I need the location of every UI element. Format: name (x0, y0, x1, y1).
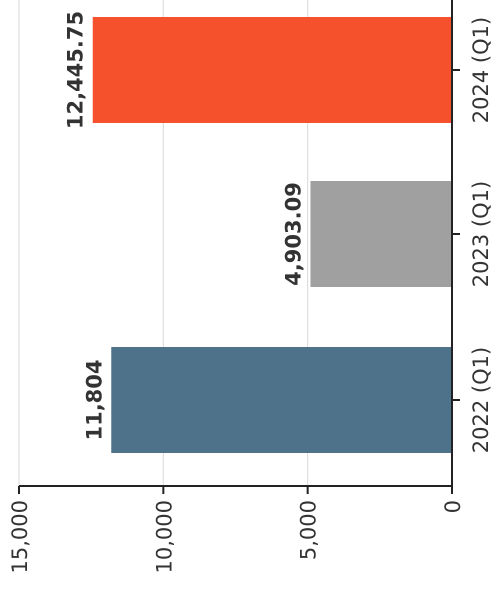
value-tick-label: 0 (441, 500, 465, 513)
value-axis-ticks: 0 5,000 10,000 15,000 (8, 486, 465, 573)
value-tick-label: 10,000 (152, 500, 176, 573)
category-axis-ticks: 2022 (Q1) 2023 (Q1) 2024 (Q1) (452, 17, 493, 453)
category-label: 2023 (Q1) (469, 181, 493, 287)
category-label: 2022 (Q1) (469, 347, 493, 453)
data-label: 12,445.75 (64, 11, 88, 129)
bar (111, 347, 452, 453)
data-label: 4,903.09 (281, 182, 305, 286)
category-label: 2024 (Q1) (469, 17, 493, 123)
value-tick-label: 5,000 (297, 500, 321, 560)
data-labels: 11,804 4,903.09 12,445.75 (64, 11, 306, 441)
bar (92, 17, 453, 123)
data-label: 11,804 (82, 359, 106, 440)
bars (92, 17, 453, 453)
bar (310, 181, 452, 287)
value-tick-label: 15,000 (8, 500, 32, 573)
